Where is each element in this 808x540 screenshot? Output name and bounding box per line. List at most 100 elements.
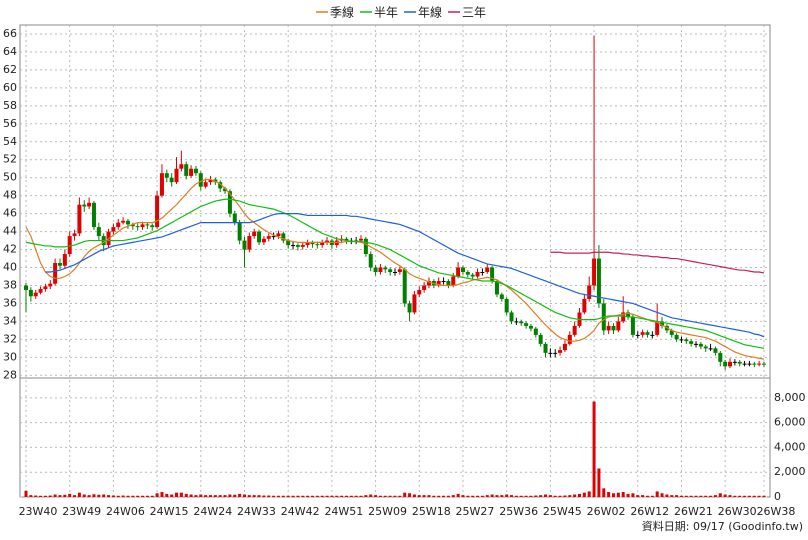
candle-body — [742, 363, 747, 365]
legend-label: 季線 — [330, 5, 354, 20]
y-tick-label: 64 — [3, 45, 17, 58]
ma-line — [550, 251, 765, 274]
x-tick-label: 24W42 — [281, 505, 320, 518]
volume-bar — [247, 495, 251, 497]
candle-body — [494, 280, 499, 295]
candle-body — [460, 267, 465, 273]
volume-bar — [587, 491, 591, 497]
candle-body — [708, 348, 713, 350]
candle-body — [582, 298, 587, 313]
candle-body — [480, 272, 485, 274]
candle-body — [242, 240, 247, 250]
candle-body — [184, 164, 189, 176]
candle-body — [470, 274, 475, 277]
candle-body — [325, 240, 330, 243]
volume-bar — [126, 495, 130, 497]
volume-bar — [43, 495, 47, 497]
volume-bar — [485, 495, 489, 497]
y-tick-label: 50 — [3, 171, 17, 184]
volume-bar — [534, 495, 538, 497]
volume-bar — [427, 495, 431, 497]
candle-body — [43, 286, 48, 290]
volume-bar — [155, 493, 159, 497]
candle-body — [320, 242, 325, 246]
candle-body — [363, 238, 368, 255]
volume-bar — [403, 492, 407, 497]
volume-bar — [495, 495, 499, 497]
candle-body — [150, 225, 155, 228]
candle-body — [645, 332, 650, 335]
candle-body — [528, 325, 533, 329]
candle-body — [227, 191, 232, 214]
volume-bar — [689, 495, 693, 497]
volume-bar — [204, 495, 208, 497]
candle-body — [514, 321, 519, 323]
volume-bar — [553, 495, 557, 497]
candle-body — [388, 269, 393, 273]
volume-bar — [602, 488, 606, 497]
volume-bar — [650, 495, 654, 497]
candle-body — [77, 204, 82, 234]
volume-bar — [170, 494, 174, 497]
volume-bar — [359, 495, 363, 497]
volume-bar — [412, 494, 416, 497]
volume-bar — [490, 494, 494, 497]
candle-body — [490, 267, 495, 281]
volume-bar — [388, 495, 392, 497]
candle-body — [757, 363, 762, 365]
candle-body — [125, 220, 130, 225]
volume-bar — [393, 495, 397, 497]
volume-bar — [121, 495, 125, 497]
volume-bar — [213, 495, 217, 497]
candle-body — [504, 298, 509, 313]
volume-bar — [48, 495, 52, 497]
volume-bar — [267, 495, 271, 497]
candle-body — [164, 173, 169, 178]
volume-bar — [432, 495, 436, 497]
candle-body — [38, 289, 43, 293]
volume-bar — [631, 493, 635, 497]
legend-label: 年線 — [418, 5, 442, 20]
volume-bar — [175, 492, 179, 497]
volume-bar — [24, 490, 28, 497]
candle-body — [33, 292, 38, 297]
volume-bar — [578, 493, 581, 497]
candle-body — [72, 233, 77, 237]
candle-body — [96, 227, 101, 237]
candle-body — [286, 240, 291, 246]
candle-body — [553, 352, 558, 354]
volume-bar — [539, 495, 543, 497]
candle-body — [441, 280, 446, 282]
volume-bar — [97, 494, 101, 497]
candle-body — [718, 352, 723, 362]
volume-bar — [39, 495, 43, 497]
volume-bar — [209, 495, 212, 497]
candle-body — [393, 272, 397, 274]
candle-body — [674, 334, 679, 340]
candle-body — [276, 233, 281, 237]
volume-bar — [675, 495, 679, 497]
volume-bar — [723, 494, 727, 497]
x-tick-label: 23W49 — [62, 505, 101, 518]
candle-body — [271, 236, 276, 238]
volume-bar — [728, 495, 732, 497]
candle-body — [698, 343, 703, 347]
y-tick-label: 58 — [3, 99, 17, 112]
volume-bar — [354, 495, 358, 497]
volume-bar — [747, 495, 751, 497]
candle-body — [67, 236, 72, 255]
candle-body — [237, 222, 242, 241]
volume-bar — [252, 495, 256, 497]
volume-bar — [301, 495, 305, 497]
volume-bar — [150, 495, 154, 497]
candle-body — [630, 316, 635, 335]
volume-bar — [466, 495, 470, 497]
candle-body — [174, 168, 179, 183]
y-tick-label: 38 — [3, 278, 17, 291]
candle-body — [159, 173, 164, 196]
volume-bar — [194, 495, 198, 497]
y-tick-label: 32 — [3, 332, 17, 345]
candle-body — [499, 294, 504, 299]
volume-bar — [58, 495, 62, 497]
y-tick-label: 36 — [3, 296, 17, 309]
